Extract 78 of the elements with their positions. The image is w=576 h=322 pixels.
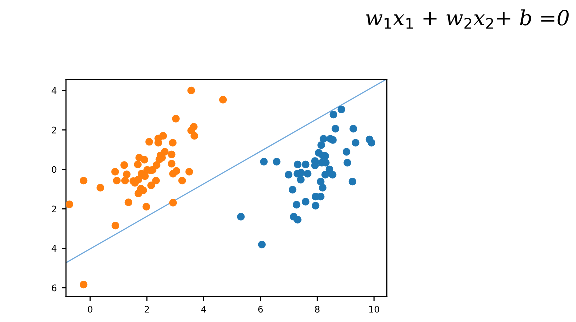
point — [156, 156, 164, 164]
point — [342, 148, 351, 156]
point — [124, 198, 133, 206]
point — [302, 160, 310, 168]
point — [318, 142, 326, 150]
point — [153, 161, 161, 170]
point — [146, 138, 154, 146]
point — [96, 184, 104, 192]
point — [169, 199, 178, 207]
x-tick-label: 10 — [370, 306, 380, 313]
point — [152, 177, 160, 185]
point — [368, 139, 376, 147]
y-tick-label: 2 — [52, 126, 56, 134]
point — [317, 178, 325, 186]
point — [352, 139, 360, 147]
y-tick-label: 4 — [52, 88, 57, 94]
point — [172, 115, 180, 123]
point — [141, 172, 149, 180]
point — [112, 222, 120, 230]
point — [294, 216, 302, 224]
point — [322, 171, 330, 179]
x-tick-label: 6 — [258, 306, 264, 313]
point — [186, 168, 194, 176]
point — [148, 182, 156, 190]
point — [113, 177, 121, 185]
y-tick-label: 2 — [52, 206, 56, 213]
point — [80, 281, 88, 289]
point — [289, 186, 297, 194]
point — [294, 160, 302, 168]
text: w$_{1}$x$_{1}$ + w$_{2}$x$_{2}$+ b =0 — [366, 10, 569, 29]
point — [172, 167, 180, 176]
point — [332, 125, 340, 133]
point — [258, 240, 266, 249]
point — [123, 170, 131, 178]
x-tick-label: 0 — [88, 306, 93, 313]
point — [168, 160, 176, 168]
y-tick-label: 0 — [52, 166, 57, 174]
point — [317, 193, 325, 201]
point — [348, 178, 357, 186]
point — [112, 168, 120, 176]
point — [330, 110, 338, 119]
point — [329, 171, 337, 179]
point — [178, 177, 186, 185]
point — [292, 201, 301, 209]
point — [66, 200, 74, 208]
point — [273, 158, 281, 166]
x-tick-label: 2 — [144, 306, 150, 313]
point — [188, 86, 196, 95]
point — [120, 161, 128, 170]
point — [344, 159, 352, 167]
point — [142, 203, 150, 211]
y-tick-label: 4 — [52, 245, 57, 252]
point — [121, 177, 130, 185]
point — [134, 190, 142, 198]
point — [329, 136, 337, 144]
point — [134, 160, 142, 168]
point — [260, 158, 268, 166]
point — [237, 213, 245, 221]
point — [320, 135, 328, 143]
point — [190, 132, 198, 140]
point — [297, 176, 305, 184]
point — [312, 202, 320, 210]
point — [140, 156, 148, 164]
point — [302, 198, 310, 206]
y-tick-label: 6 — [52, 284, 57, 292]
point — [285, 171, 293, 179]
point — [338, 106, 346, 114]
point — [304, 170, 312, 178]
point — [80, 177, 88, 185]
point — [319, 184, 327, 192]
point — [219, 96, 228, 104]
point — [188, 126, 196, 135]
point — [350, 125, 358, 133]
point — [169, 139, 177, 147]
x-tick-label: 8 — [315, 306, 320, 313]
point — [134, 176, 142, 184]
point — [168, 150, 176, 158]
x-tick-label: 4 — [202, 306, 206, 313]
